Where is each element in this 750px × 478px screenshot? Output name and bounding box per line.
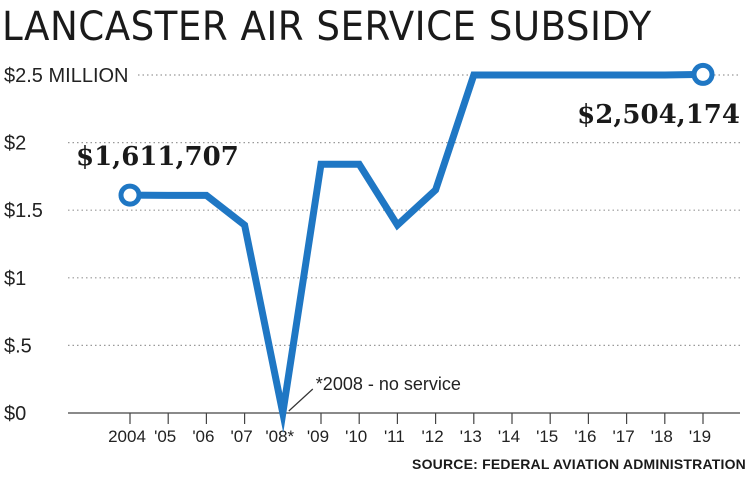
x-tick-label: '09 [307, 427, 329, 446]
x-tick-label: '05 [154, 427, 176, 446]
x-tick-label: '17 [613, 427, 635, 446]
start-point-marker [118, 183, 142, 207]
x-tick-label: 2004 [108, 427, 146, 446]
y-tick-label: $.5 [4, 335, 32, 357]
y-tick-label: $2.5 MILLION [4, 65, 129, 87]
x-tick-label: '18 [651, 427, 673, 446]
gridlines [68, 74, 740, 414]
series-line [129, 70, 704, 433]
x-tick-label: '08* [265, 427, 294, 446]
start-value-label: $1,611,707 [76, 142, 239, 172]
y-axis-ticks: $0 $.5 $1 $1.5 $2 $2.5 MILLION [4, 65, 129, 425]
end-point-marker [691, 62, 715, 86]
x-tick-label: '10 [345, 427, 367, 446]
source-note: SOURCE: FEDERAL AVIATION ADMINISTRATION [412, 456, 746, 472]
chart-title: LANCASTER AIR SERVICE SUBSIDY [2, 4, 652, 50]
x-tick-label: '11 [384, 427, 405, 446]
note-leader-line [288, 388, 314, 412]
x-tick-label: '13 [460, 427, 482, 446]
x-tick-label: '12 [422, 427, 444, 446]
x-tick-label: '14 [498, 427, 520, 446]
end-value-label: $2,504,174 [577, 100, 740, 130]
y-tick-label: $1.5 [4, 200, 43, 222]
y-tick-label: $1 [4, 268, 26, 290]
x-axis-ticks: 2004 '05 '06 '07 '08* '09 '10 '11 '12 '13 '14 '15 '1… [108, 413, 711, 446]
x-tick-label: '06 [192, 427, 214, 446]
y-tick-label: $0 [4, 403, 26, 425]
no-service-note: *2008 - no service [316, 374, 461, 394]
x-tick-label: '19 [689, 427, 711, 446]
annotations: $1,611,707 $2,504,174 *2008 - no service [76, 100, 740, 412]
y-tick-label: $2 [4, 133, 26, 155]
x-tick-label: '07 [231, 427, 253, 446]
series-layer [118, 62, 715, 433]
x-tick-label: '15 [536, 427, 558, 446]
x-tick-label: '16 [574, 427, 596, 446]
